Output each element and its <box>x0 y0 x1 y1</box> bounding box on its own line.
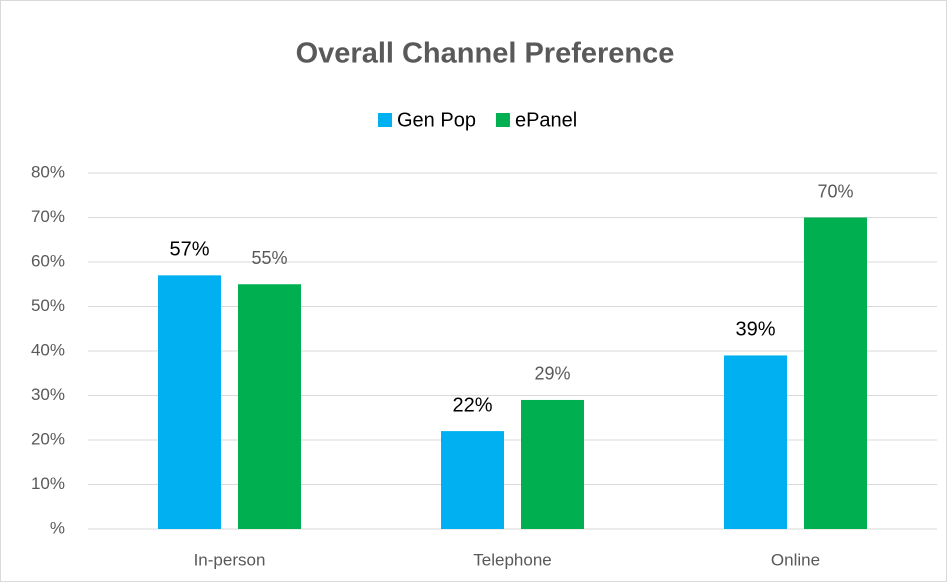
y-tick-label: 50% <box>31 296 65 315</box>
legend-label: ePanel <box>515 109 577 131</box>
data-label: 39% <box>735 319 775 341</box>
legend-swatch <box>378 113 392 127</box>
bar <box>521 399 584 529</box>
data-label: 22% <box>452 394 492 416</box>
bar <box>724 355 787 529</box>
data-label: 70% <box>817 181 853 201</box>
bar <box>238 284 301 529</box>
y-tick-label: 40% <box>31 340 65 359</box>
y-tick-label: 10% <box>31 474 65 493</box>
chart-title: Overall Channel Preference <box>296 38 675 70</box>
data-label: 57% <box>169 239 209 261</box>
bar <box>158 275 221 529</box>
y-tick-label: 30% <box>31 385 65 404</box>
legend-swatch <box>495 113 510 127</box>
bar <box>804 217 867 529</box>
y-tick-label: 70% <box>31 207 65 226</box>
x-tick-label: Online <box>771 550 820 569</box>
data-label: 55% <box>251 248 287 268</box>
y-tick-label: 60% <box>31 251 65 270</box>
x-tick-label: Telephone <box>473 550 551 569</box>
y-tick-label: 80% <box>31 162 65 181</box>
bar <box>441 431 504 529</box>
legend-label: Gen Pop <box>397 109 476 131</box>
y-tick-label: 20% <box>31 429 65 448</box>
y-tick-label: % <box>50 518 65 537</box>
data-label: 29% <box>534 364 570 384</box>
x-tick-label: In-person <box>194 550 266 569</box>
